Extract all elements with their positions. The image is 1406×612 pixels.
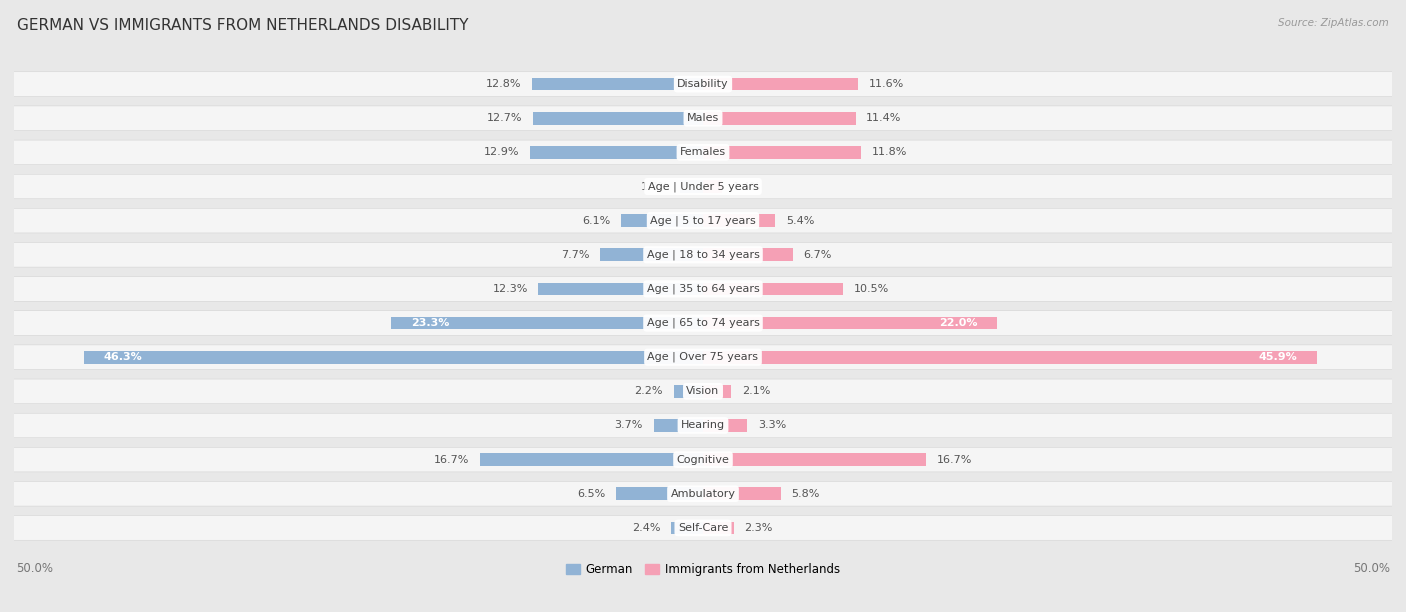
FancyBboxPatch shape [7,208,1399,233]
Text: 12.8%: 12.8% [485,79,522,89]
Text: GERMAN VS IMMIGRANTS FROM NETHERLANDS DISABILITY: GERMAN VS IMMIGRANTS FROM NETHERLANDS DI… [17,18,468,34]
Text: 1.4%: 1.4% [733,182,761,192]
Text: 6.1%: 6.1% [582,215,610,226]
FancyBboxPatch shape [7,413,1399,438]
Bar [703,283,844,296]
Text: Self-Care: Self-Care [678,523,728,533]
Text: 6.7%: 6.7% [803,250,832,259]
Legend: German, Immigrants from Netherlands: German, Immigrants from Netherlands [561,559,845,581]
Bar [479,453,703,466]
Bar [671,521,703,534]
Bar [703,78,858,91]
Text: 11.8%: 11.8% [872,147,907,157]
Bar [703,214,775,227]
Text: 5.4%: 5.4% [786,215,814,226]
Text: Age | 5 to 17 years: Age | 5 to 17 years [650,215,756,226]
Text: 2.3%: 2.3% [744,523,773,533]
Bar [531,78,703,91]
Bar [703,419,747,432]
FancyBboxPatch shape [7,311,1399,335]
FancyBboxPatch shape [7,345,1399,370]
Bar [83,351,703,364]
Text: 12.7%: 12.7% [486,113,523,123]
Text: 5.8%: 5.8% [792,489,820,499]
Text: Vision: Vision [686,386,720,397]
Text: 23.3%: 23.3% [412,318,450,328]
FancyBboxPatch shape [7,277,1399,301]
Bar [703,453,927,466]
Text: Age | 65 to 74 years: Age | 65 to 74 years [647,318,759,328]
Text: Source: ZipAtlas.com: Source: ZipAtlas.com [1278,18,1389,28]
FancyBboxPatch shape [7,379,1399,404]
Text: 3.7%: 3.7% [614,420,643,430]
Bar [621,214,703,227]
Text: Ambulatory: Ambulatory [671,489,735,499]
Text: 7.7%: 7.7% [561,250,589,259]
Text: 12.3%: 12.3% [492,284,527,294]
Bar [703,316,997,329]
Bar [530,146,703,159]
Text: 11.4%: 11.4% [866,113,901,123]
FancyBboxPatch shape [7,516,1399,540]
FancyBboxPatch shape [7,174,1399,199]
FancyBboxPatch shape [7,72,1399,96]
Text: 22.0%: 22.0% [939,318,977,328]
Bar [681,180,703,193]
Bar [703,385,731,398]
Text: Age | Under 5 years: Age | Under 5 years [648,181,758,192]
Text: 2.1%: 2.1% [742,386,770,397]
Text: 11.6%: 11.6% [869,79,904,89]
Text: 2.2%: 2.2% [634,386,662,397]
Bar [703,112,855,125]
Bar [654,419,703,432]
Bar [673,385,703,398]
Text: Cognitive: Cognitive [676,455,730,465]
Text: 6.5%: 6.5% [576,489,606,499]
Text: 10.5%: 10.5% [855,284,890,294]
Text: 2.4%: 2.4% [631,523,661,533]
Bar [703,180,721,193]
Text: 16.7%: 16.7% [433,455,468,465]
FancyBboxPatch shape [7,482,1399,506]
Text: 16.7%: 16.7% [938,455,973,465]
FancyBboxPatch shape [7,106,1399,130]
Text: 3.3%: 3.3% [758,420,786,430]
Bar [703,351,1317,364]
Text: Age | 18 to 34 years: Age | 18 to 34 years [647,250,759,260]
Bar [533,112,703,125]
Text: Females: Females [681,147,725,157]
Text: Disability: Disability [678,79,728,89]
Text: Males: Males [688,113,718,123]
FancyBboxPatch shape [7,242,1399,267]
Bar [703,521,734,534]
Bar [600,248,703,261]
Text: Age | 35 to 64 years: Age | 35 to 64 years [647,284,759,294]
Bar [703,248,793,261]
Text: Age | Over 75 years: Age | Over 75 years [648,352,758,362]
Bar [538,283,703,296]
FancyBboxPatch shape [7,140,1399,165]
Bar [616,487,703,500]
Bar [391,316,703,329]
FancyBboxPatch shape [7,447,1399,472]
Text: 12.9%: 12.9% [484,147,520,157]
Text: Hearing: Hearing [681,420,725,430]
Bar [703,487,780,500]
Text: 1.7%: 1.7% [641,182,669,192]
Text: 46.3%: 46.3% [104,353,142,362]
Text: 45.9%: 45.9% [1258,353,1296,362]
Bar [703,146,860,159]
